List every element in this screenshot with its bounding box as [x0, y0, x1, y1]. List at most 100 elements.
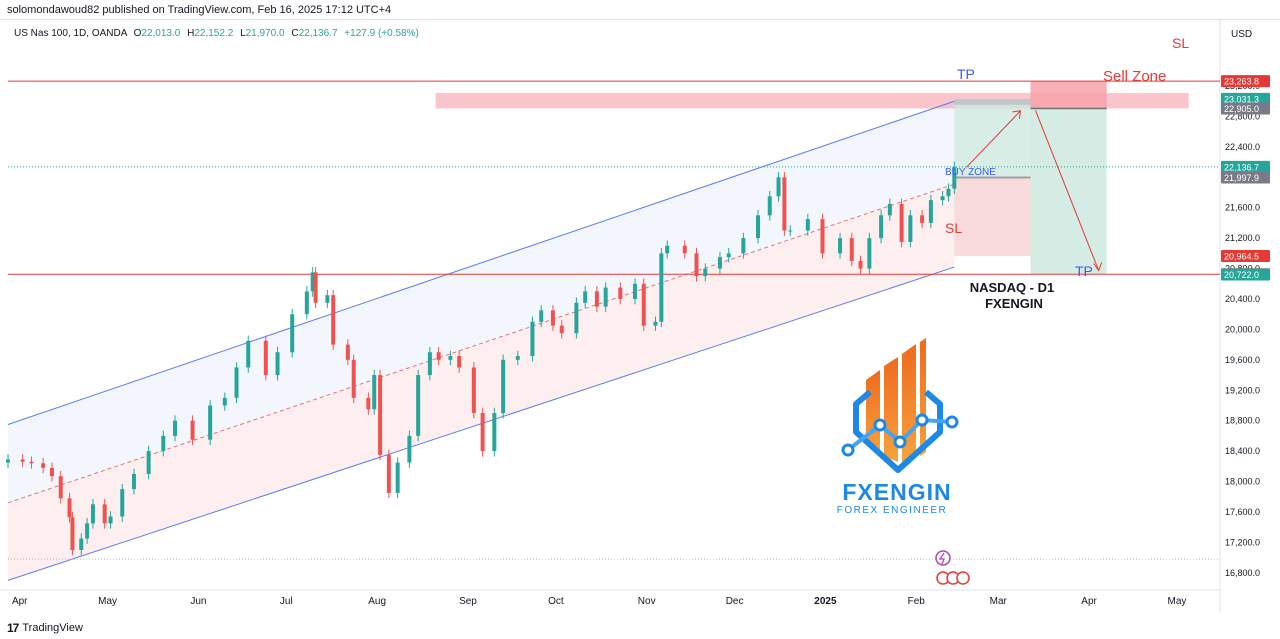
- sell-zone-label: Sell Zone: [1103, 68, 1166, 85]
- candle-body: [372, 375, 377, 410]
- candle-body: [234, 367, 239, 398]
- candle-body: [539, 310, 544, 322]
- chart-area[interactable]: US Nas 100, 1D, OANDA O22,013.0 H22,152.…: [0, 20, 1280, 616]
- time-tick-label: May: [98, 596, 117, 607]
- logo-main-text: FXENGIN: [842, 479, 951, 505]
- sell-arrow: [1035, 110, 1100, 271]
- price-badge-label: 20,722.0: [1224, 270, 1259, 280]
- candle-body: [172, 420, 177, 436]
- candle-body: [190, 420, 195, 440]
- candle-body: [858, 260, 863, 269]
- candle-body: [20, 459, 25, 462]
- candle-body: [436, 352, 441, 360]
- candle-body: [131, 473, 136, 490]
- candle-body: [767, 196, 772, 216]
- svg-text:US Nas 100, 1D, OANDA O22,: US Nas 100, 1D, OANDA O22,013.0 H22,152.…: [14, 28, 419, 39]
- open-label: O: [134, 28, 142, 39]
- candle-body: [682, 245, 687, 254]
- candle-body: [325, 295, 330, 303]
- symbol-label[interactable]: US Nas 100, 1D, OANDA: [14, 28, 128, 39]
- price-tick-label: 22,400.0: [1225, 142, 1260, 152]
- logo-sub-text: FOREX ENGINEER: [837, 505, 947, 516]
- candle-body: [838, 238, 843, 254]
- sl-mid-label: SL: [945, 220, 962, 236]
- candle-body: [653, 321, 658, 326]
- price-tick-label: 20,000.0: [1225, 324, 1260, 334]
- candle-body: [58, 476, 63, 499]
- candle-body: [246, 340, 251, 368]
- low-label: L: [240, 28, 246, 39]
- candle-body: [331, 295, 336, 345]
- candle-body: [550, 310, 555, 326]
- tp-top-label: TP: [957, 66, 975, 82]
- candle-body: [85, 523, 90, 539]
- sell-sl-box: [1030, 81, 1107, 109]
- candle-body: [618, 287, 623, 299]
- fxengin-logo-icon: [841, 338, 959, 473]
- sell-arrowhead: [1093, 262, 1103, 272]
- close-label: C: [291, 28, 298, 39]
- candle-body: [102, 504, 107, 524]
- candle-body: [480, 413, 485, 452]
- candle-body: [594, 291, 599, 307]
- candle-body: [820, 219, 825, 254]
- open-value: 22,013.0: [141, 28, 180, 39]
- candle-body: [6, 459, 10, 463]
- price-badge: [1221, 171, 1270, 184]
- price-tick-label: 20,400.0: [1225, 294, 1260, 304]
- candle-body: [146, 451, 151, 474]
- candle-body: [161, 435, 166, 452]
- price-tick-label: 22,800.0: [1225, 111, 1260, 121]
- price-tick-label: 17,200.0: [1225, 537, 1260, 547]
- candle-body: [366, 397, 371, 410]
- price-badge-label: 20,964.5: [1224, 252, 1259, 262]
- candle-body: [263, 340, 268, 376]
- time-tick-label: May: [1168, 596, 1187, 607]
- candle-body: [386, 454, 391, 493]
- candle-body: [788, 230, 793, 232]
- channel-upper-fill: [8, 101, 955, 503]
- buy-tp-box: [954, 98, 1031, 178]
- candle-body: [703, 268, 708, 277]
- candle-body: [908, 215, 913, 242]
- low-value: 21,970.0: [246, 28, 285, 39]
- candle-body: [90, 504, 95, 524]
- price-badge: [1221, 75, 1270, 88]
- candle-body: [641, 283, 646, 326]
- channel-lower-fill: [8, 184, 955, 581]
- buy-zone-label: BUY ZONE: [945, 167, 996, 178]
- title-line-2: FXENGIN: [985, 296, 1043, 311]
- candle-body: [471, 367, 476, 414]
- candle-body: [940, 196, 945, 201]
- candle-body: [946, 188, 951, 197]
- candle-body: [492, 413, 497, 452]
- candle-body: [501, 359, 506, 414]
- buy-tp-edge: [954, 98, 1031, 105]
- time-tick-label: Jul: [280, 596, 293, 607]
- candle-body: [920, 215, 925, 223]
- candle-body: [603, 287, 608, 307]
- time-tick-label: Apr: [12, 596, 28, 607]
- candle-body: [457, 356, 462, 368]
- candle-body: [67, 498, 72, 518]
- time-tick-label: Mar: [990, 596, 1008, 607]
- candle-body: [79, 538, 84, 550]
- time-tick-label: Apr: [1081, 596, 1097, 607]
- tradingview-logo-icon[interactable]: 17: [7, 620, 19, 635]
- price-tick-label: 21,200.0: [1225, 233, 1260, 243]
- candle-body: [108, 516, 113, 524]
- tradingview-brand[interactable]: TradingView: [22, 621, 83, 634]
- candle-body: [559, 325, 564, 334]
- sl-top-label: SL: [1172, 35, 1189, 51]
- events-icon[interactable]: [935, 550, 970, 585]
- candle-body: [407, 435, 412, 463]
- candle-body: [416, 375, 421, 436]
- candle-body: [583, 291, 588, 303]
- currency-label[interactable]: USD: [1231, 29, 1252, 40]
- candle-body: [726, 253, 731, 258]
- price-badge-label: 22,905.0: [1224, 104, 1259, 114]
- candle-body: [928, 200, 933, 223]
- price-tick-label: 19,600.0: [1225, 355, 1260, 365]
- candle-body: [29, 461, 34, 464]
- time-tick-label: Sep: [459, 596, 477, 607]
